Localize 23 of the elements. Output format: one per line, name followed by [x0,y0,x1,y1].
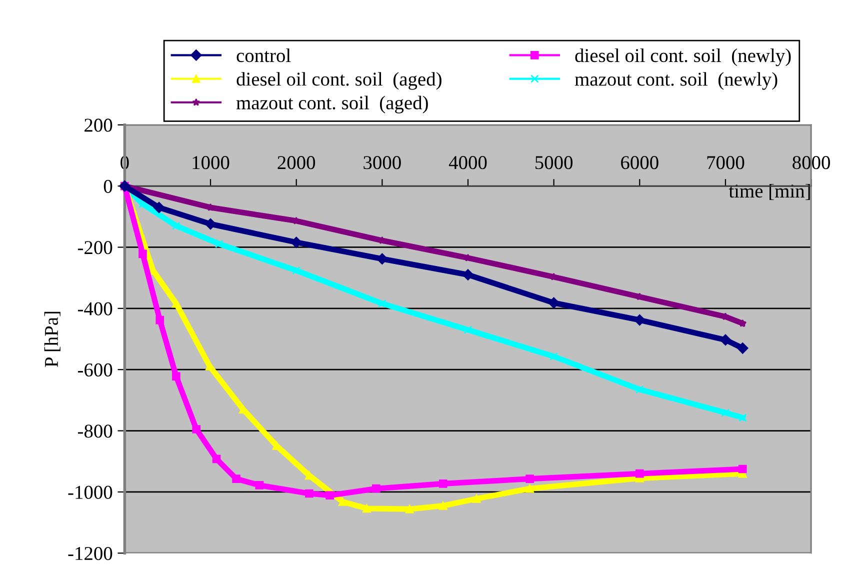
x-tick-label: 6000 [621,156,658,170]
x-tick-label: 1000 [192,156,230,170]
x-tick-label: 8000 [792,156,830,170]
y-tick-label: -1000 [68,486,112,499]
y-tick-label: -400 [78,302,112,316]
x-tick-label: 5000 [536,156,573,170]
y-axis-title: P [hPa] [44,312,60,367]
y-tick-label: -600 [78,363,112,377]
legend-label: diesel oil cont. soil (aged) [236,72,442,90]
y-tick-label: 0 [104,180,112,193]
y-tick-label: -200 [78,241,112,254]
x-tick-label: 2000 [278,156,316,170]
legend-label: control [236,48,291,62]
y-tick-label: -800 [78,424,112,438]
y-tick-label: 200 [84,118,112,132]
y-tick-label: -1200 [68,546,112,560]
x-axis-title: time [min] [728,184,810,200]
x-tick-label: 3000 [364,156,401,170]
legend-label: mazout cont. soil (aged) [236,96,428,114]
legend-label: mazout cont. soil (newly) [574,72,778,90]
x-tick-label: 7000 [707,156,744,170]
legend-label: diesel oil cont. soil (newly) [575,48,791,66]
x-tick-label: 4000 [448,156,487,170]
